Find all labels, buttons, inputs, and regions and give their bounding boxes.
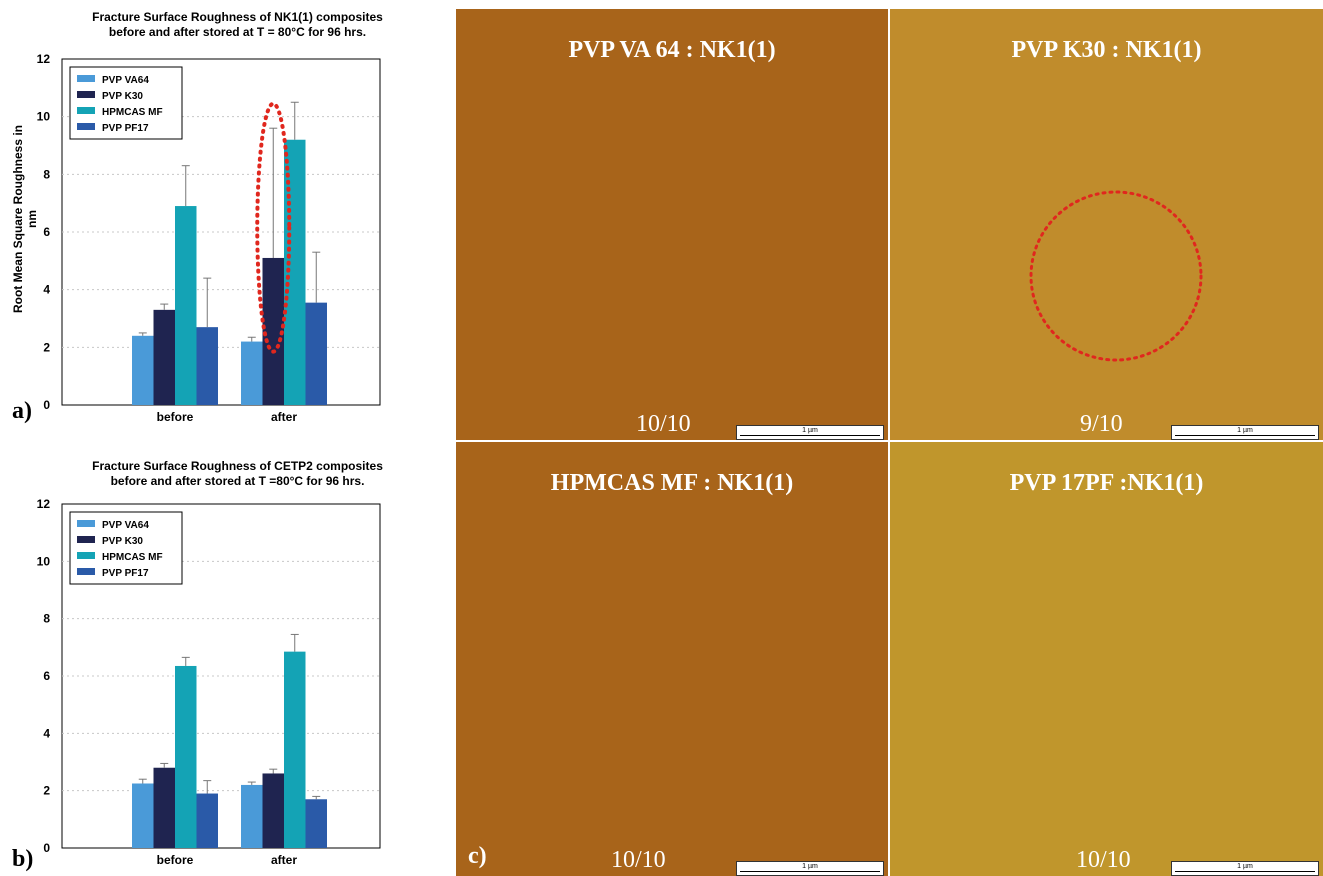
scale-bar: 1 µm bbox=[736, 861, 884, 876]
afm-image-grid: PVP VA 64 : NK1(1) 10/10 1 µm PVP K30 : … bbox=[456, 9, 1323, 876]
y-tick-label: 8 bbox=[43, 167, 50, 181]
legend-label: PVP PF17 bbox=[102, 568, 149, 579]
scale-bar-label: 1 µm bbox=[802, 427, 818, 434]
bar bbox=[262, 257, 284, 405]
afm-texture bbox=[456, 442, 888, 876]
afm-texture bbox=[890, 442, 1323, 876]
scale-bar: 1 µm bbox=[1171, 425, 1319, 440]
panel-letter-b: b) bbox=[12, 846, 34, 872]
scale-bar: 1 µm bbox=[736, 425, 884, 440]
y-tick-label: 8 bbox=[43, 612, 50, 626]
x-tick-label: before bbox=[157, 410, 194, 424]
legend-label: PVP VA64 bbox=[102, 75, 149, 86]
y-tick-label: 10 bbox=[37, 110, 51, 124]
afm-image-pvp-va64: PVP VA 64 : NK1(1) 10/10 1 µm bbox=[456, 9, 888, 440]
afm-label: PVP VA 64 : NK1(1) bbox=[568, 37, 776, 63]
highlight-ellipse bbox=[255, 101, 292, 354]
afm-texture bbox=[456, 9, 888, 440]
scale-bar-line bbox=[740, 435, 880, 436]
y-tick-label: 4 bbox=[43, 283, 50, 297]
chart-b-title-line1: Fracture Surface Roughness of CETP2 comp… bbox=[92, 459, 383, 473]
legend-swatch bbox=[77, 107, 95, 114]
scale-bar-line bbox=[1175, 435, 1315, 436]
afm-score: 10/10 bbox=[636, 411, 691, 437]
y-tick-label: 12 bbox=[37, 497, 51, 511]
legend-swatch bbox=[77, 552, 95, 559]
scale-bar-label: 1 µm bbox=[1237, 863, 1253, 870]
scale-bar-line bbox=[740, 871, 880, 872]
y-tick-label: 2 bbox=[43, 784, 50, 798]
y-tick-label: 6 bbox=[43, 669, 50, 683]
chart-a-title-line1: Fracture Surface Roughness of NK1(1) com… bbox=[92, 10, 383, 24]
chart-b-title-line2: before and after stored at T =80°C for 9… bbox=[110, 474, 365, 488]
legend: PVP VA64 PVP K30 HPMCAS MF PVP PF17 bbox=[69, 66, 183, 140]
y-tick-label: 12 bbox=[37, 52, 51, 66]
scale-bar: 1 µm bbox=[1171, 861, 1319, 876]
scale-bar-label: 1 µm bbox=[1237, 427, 1253, 434]
afm-label: PVP K30 : NK1(1) bbox=[1011, 37, 1202, 63]
bar bbox=[153, 767, 175, 848]
x-tick-label: before bbox=[157, 853, 194, 867]
bar bbox=[196, 793, 218, 848]
legend-swatch bbox=[77, 91, 95, 98]
bar bbox=[241, 784, 263, 848]
y-tick-label: 10 bbox=[37, 554, 51, 568]
panel-letter-a: a) bbox=[12, 398, 32, 424]
afm-texture-fill bbox=[456, 9, 888, 440]
afm-image-pvp-k30: PVP K30 : NK1(1) 9/10 1 µm bbox=[890, 9, 1323, 440]
y-tick-label: 6 bbox=[43, 225, 50, 239]
chart-b-title: Fracture Surface Roughness of CETP2 comp… bbox=[40, 459, 435, 489]
afm-score: 10/10 bbox=[1076, 847, 1131, 873]
chart-a: 0 2 4 6 8 10 12 before after PVP VA64 PVP K30 HPMCA… bbox=[37, 52, 381, 424]
y-tick-label: 0 bbox=[43, 398, 50, 412]
legend-swatch bbox=[77, 520, 95, 527]
bar bbox=[196, 327, 218, 405]
legend-swatch bbox=[77, 75, 95, 82]
afm-texture bbox=[890, 9, 1323, 440]
afm-highlight-circle bbox=[1029, 190, 1203, 362]
x-tick-label: after bbox=[271, 410, 297, 424]
afm-image-pvp-17pf: PVP 17PF :NK1(1) 10/10 1 µm bbox=[890, 442, 1323, 876]
legend-swatch bbox=[77, 536, 95, 543]
afm-image-hpmcas-mf: HPMCAS MF : NK1(1) 10/10 1 µm c) bbox=[456, 442, 888, 876]
legend-label: PVP VA64 bbox=[102, 520, 149, 531]
y-tick-label: 2 bbox=[43, 340, 50, 354]
legend-swatch bbox=[77, 568, 95, 575]
scale-bar-label: 1 µm bbox=[802, 863, 818, 870]
legend: PVP VA64 PVP K30 HPMCAS MF PVP PF17 bbox=[69, 511, 183, 585]
y-tick-label: 4 bbox=[43, 726, 50, 740]
chart-a-title: Fracture Surface Roughness of NK1(1) com… bbox=[40, 10, 435, 40]
afm-score: 10/10 bbox=[611, 847, 666, 873]
bar bbox=[175, 206, 197, 405]
legend-label: PVP K30 bbox=[102, 536, 143, 547]
bar bbox=[284, 139, 306, 405]
x-tick-label: after bbox=[271, 853, 297, 867]
chart-b: 0 2 4 6 8 10 12 before after PVP VA64 PVP K30 HPMCA… bbox=[37, 497, 381, 867]
y-tick-label: 0 bbox=[43, 841, 50, 855]
bar bbox=[305, 799, 327, 848]
bar bbox=[132, 783, 154, 848]
bar bbox=[153, 309, 175, 405]
afm-texture-fill bbox=[456, 442, 888, 876]
afm-score: 9/10 bbox=[1080, 411, 1123, 437]
scale-bar-line bbox=[1175, 871, 1315, 872]
bar bbox=[284, 651, 306, 848]
panel-letter-c: c) bbox=[468, 843, 487, 869]
afm-texture-fill bbox=[890, 9, 1323, 440]
bar bbox=[175, 665, 197, 848]
legend-label: HPMCAS MF bbox=[102, 552, 163, 563]
bar bbox=[241, 341, 263, 405]
afm-label: PVP 17PF :NK1(1) bbox=[1009, 470, 1204, 496]
chart-a-title-line2: before and after stored at T = 80°C for … bbox=[108, 25, 367, 39]
afm-texture-fill bbox=[890, 442, 1323, 876]
legend-swatch bbox=[77, 123, 95, 130]
bar bbox=[262, 773, 284, 848]
bar bbox=[305, 302, 327, 405]
legend-label: PVP PF17 bbox=[102, 123, 149, 134]
legend-label: HPMCAS MF bbox=[102, 107, 163, 118]
legend-label: PVP K30 bbox=[102, 91, 143, 102]
bar bbox=[132, 335, 154, 405]
afm-label: HPMCAS MF : NK1(1) bbox=[550, 470, 794, 496]
